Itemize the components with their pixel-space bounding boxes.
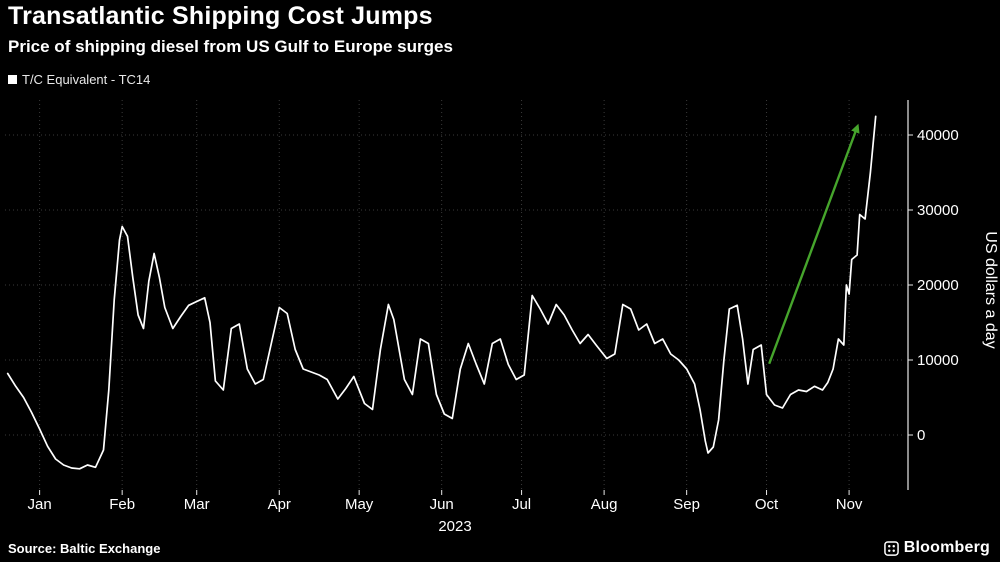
svg-text:Jun: Jun	[430, 496, 454, 513]
legend-series-label: T/C Equivalent - TC14	[22, 72, 151, 87]
svg-text:20000: 20000	[917, 277, 959, 294]
bloomberg-logo: Bloomberg	[883, 539, 990, 557]
chart-title: Transatlantic Shipping Cost Jumps	[8, 2, 433, 30]
svg-text:Feb: Feb	[109, 496, 135, 513]
svg-text:Aug: Aug	[591, 496, 618, 513]
chart-footer: Source: Baltic Exchange Bloomberg	[0, 536, 1000, 562]
legend-marker-square	[8, 75, 17, 84]
svg-text:Jul: Jul	[512, 496, 531, 513]
svg-text:Apr: Apr	[268, 496, 291, 513]
bloomberg-terminal-icon	[883, 540, 899, 556]
svg-text:0: 0	[917, 427, 925, 444]
line-chart-canvas: Jan Feb Mar Apr May Jun Jul Aug Sep Oct Nov 0 10000 2…	[5, 100, 999, 535]
svg-text:40000: 40000	[917, 127, 959, 144]
svg-text:Nov: Nov	[836, 496, 863, 513]
svg-text:US dollars a day: US dollars a day	[982, 231, 999, 348]
source-note: Source: Baltic Exchange	[8, 540, 161, 556]
svg-text:10000: 10000	[917, 352, 959, 369]
svg-text:2023: 2023	[438, 518, 471, 535]
svg-text:30000: 30000	[917, 202, 959, 219]
svg-text:May: May	[345, 496, 374, 513]
svg-text:Oct: Oct	[755, 496, 779, 513]
chart-subtitle: Price of shipping diesel from US Gulf to…	[8, 37, 453, 56]
svg-text:Jan: Jan	[28, 496, 52, 513]
svg-text:Mar: Mar	[184, 496, 210, 513]
bloomberg-wordmark: Bloomberg	[903, 539, 990, 556]
legend: T/C Equivalent - TC14	[8, 72, 150, 87]
svg-text:Sep: Sep	[673, 496, 700, 513]
